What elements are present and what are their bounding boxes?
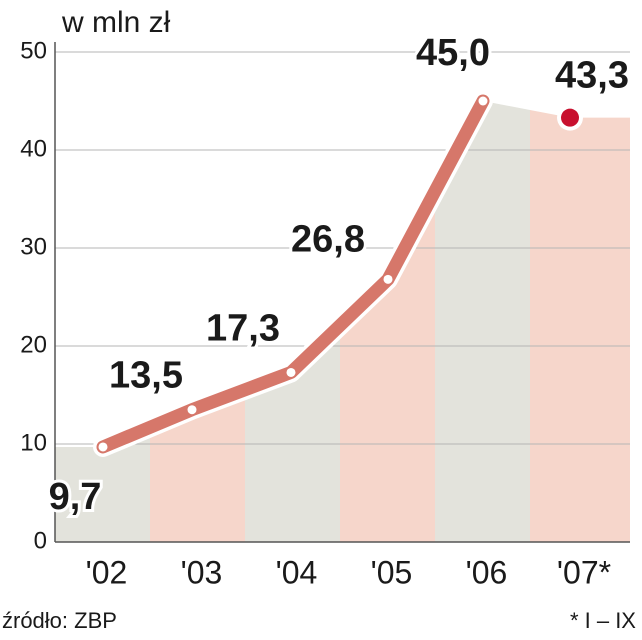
area-band bbox=[245, 325, 340, 542]
highlight-point bbox=[561, 108, 579, 127]
x-tick-label: '02 bbox=[86, 554, 128, 590]
value-label: 45,0 bbox=[416, 32, 490, 74]
value-label: 17,3 bbox=[206, 307, 280, 349]
area-band bbox=[435, 101, 530, 542]
y-tick-label: 50 bbox=[20, 37, 47, 64]
y-tick-label: 30 bbox=[20, 233, 47, 260]
value-label: 26,8 bbox=[291, 218, 365, 260]
x-tick-label: '04 bbox=[276, 554, 318, 590]
x-tick-label: '05 bbox=[371, 554, 413, 590]
point bbox=[286, 367, 296, 377]
value-label: 43,3 bbox=[555, 55, 629, 97]
area-band bbox=[530, 110, 630, 542]
footnote: * I – IX bbox=[570, 608, 636, 633]
value-label: 9,7 bbox=[49, 476, 102, 518]
point bbox=[187, 405, 197, 415]
y-tick-label: 20 bbox=[20, 331, 47, 358]
y-tick-label: 10 bbox=[20, 429, 47, 456]
area-band bbox=[55, 427, 150, 542]
y-tick-label: 0 bbox=[34, 527, 47, 554]
x-tick-label: '03 bbox=[181, 554, 223, 590]
source: źródło: ZBP bbox=[2, 608, 117, 633]
chart-title: w mln zł bbox=[61, 6, 171, 39]
area-band bbox=[340, 191, 435, 542]
x-tick-label: '06 bbox=[466, 554, 508, 590]
point bbox=[383, 274, 393, 284]
y-tick-label: 40 bbox=[20, 135, 47, 162]
point bbox=[478, 96, 488, 106]
point bbox=[98, 442, 108, 452]
value-label: 13,5 bbox=[109, 355, 183, 397]
x-tick-label: '07* bbox=[557, 554, 611, 590]
